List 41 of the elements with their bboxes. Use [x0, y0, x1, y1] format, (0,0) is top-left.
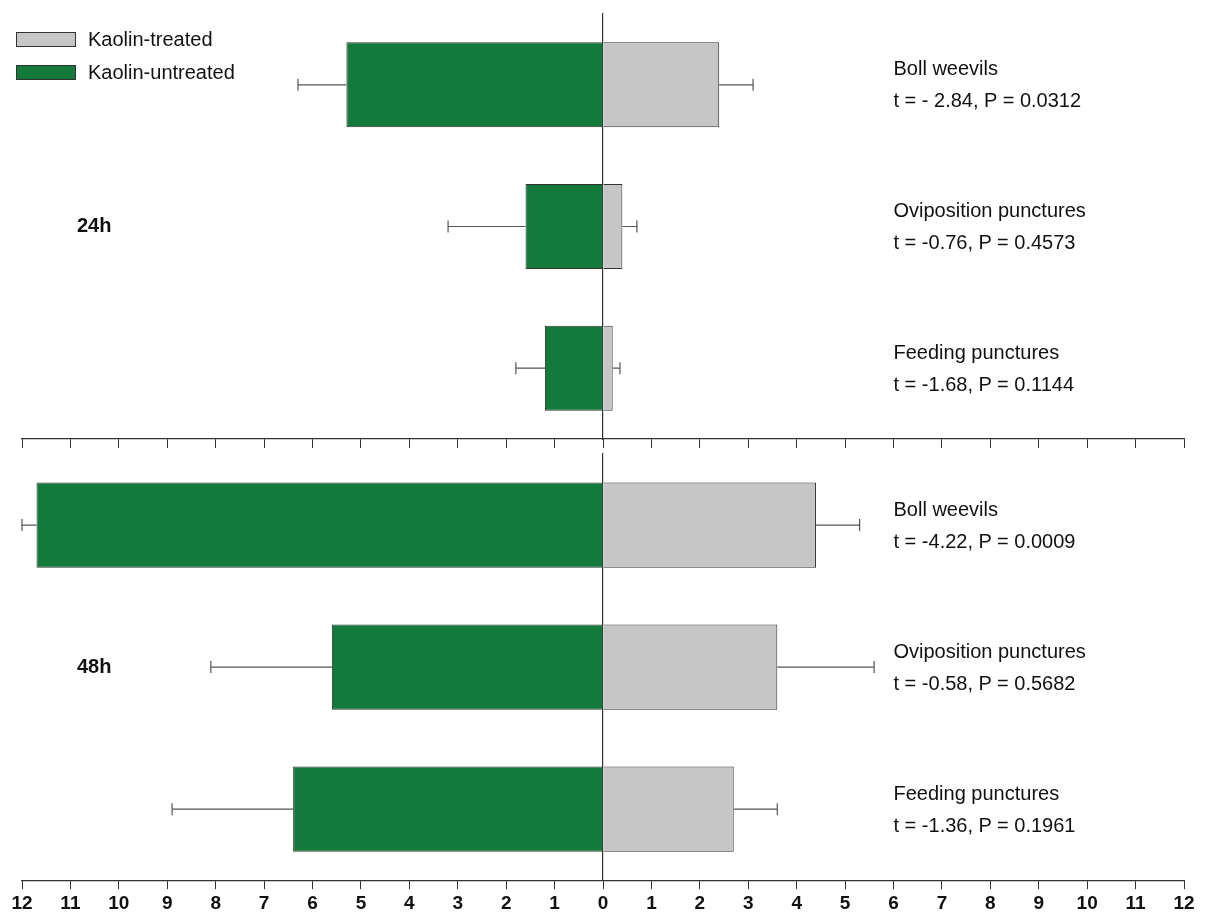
x-tick-label: 12	[11, 891, 33, 913]
annotation: t = -1.36, P = 0.1961	[893, 813, 1076, 836]
x-tick-label: 10	[1076, 891, 1098, 913]
y-tick-label: Boll weevils	[893, 57, 998, 80]
x-tick-label: 1	[646, 891, 658, 913]
x-tick-label: 1	[549, 891, 561, 913]
x-tick-label: 4	[791, 891, 803, 913]
y-tick-label: Feeding punctures	[893, 340, 1060, 363]
legend-label: Kaolin-untreated	[88, 61, 235, 84]
annotation: t = - 2.84, P = 0.0312	[893, 89, 1082, 112]
x-tick-label: 7	[258, 891, 270, 913]
legend-label: Kaolin-treated	[88, 28, 213, 51]
x-tick-label: 3	[742, 891, 754, 913]
annotation: 24h	[77, 214, 112, 237]
annotation: t = -0.76, P = 0.4573	[893, 231, 1076, 254]
x-tick-label: 3	[452, 891, 464, 913]
annotation: t = -1.68, P = 0.1144	[893, 372, 1075, 395]
x-tick-label: 4	[404, 891, 416, 913]
x-tick-label: 0	[597, 891, 609, 913]
x-tick-label: 7	[936, 891, 948, 913]
x-tick-label: 8	[985, 891, 996, 913]
x-tick-label: 5	[839, 891, 851, 913]
x-tick-label: 6	[307, 891, 318, 913]
y-tick-label: Feeding punctures	[893, 781, 1060, 804]
y-tick-label: Boll weevils	[893, 497, 998, 520]
x-tick-label: 2	[694, 891, 706, 913]
x-tick-label: 2	[500, 891, 512, 913]
x-tick-label: 11	[60, 891, 81, 913]
x-tick-label: 9	[1033, 891, 1045, 913]
y-tick-label: Oviposition punctures	[893, 639, 1086, 662]
annotation: t = -4.22, P = 0.0009	[893, 529, 1076, 552]
x-tick-label: 6	[888, 891, 899, 913]
annotation: t = -0.58, P = 0.5682	[893, 671, 1076, 694]
annotation: 48h	[77, 654, 112, 677]
x-tick-label: 10	[108, 891, 130, 913]
x-tick-label: 9	[161, 891, 173, 913]
y-tick-label: Oviposition punctures	[893, 199, 1086, 222]
x-tick-label: 12	[1173, 891, 1195, 913]
x-tick-label: 8	[210, 891, 221, 913]
x-tick-label: 5	[355, 891, 367, 913]
x-tick-label: 11	[1125, 891, 1147, 913]
